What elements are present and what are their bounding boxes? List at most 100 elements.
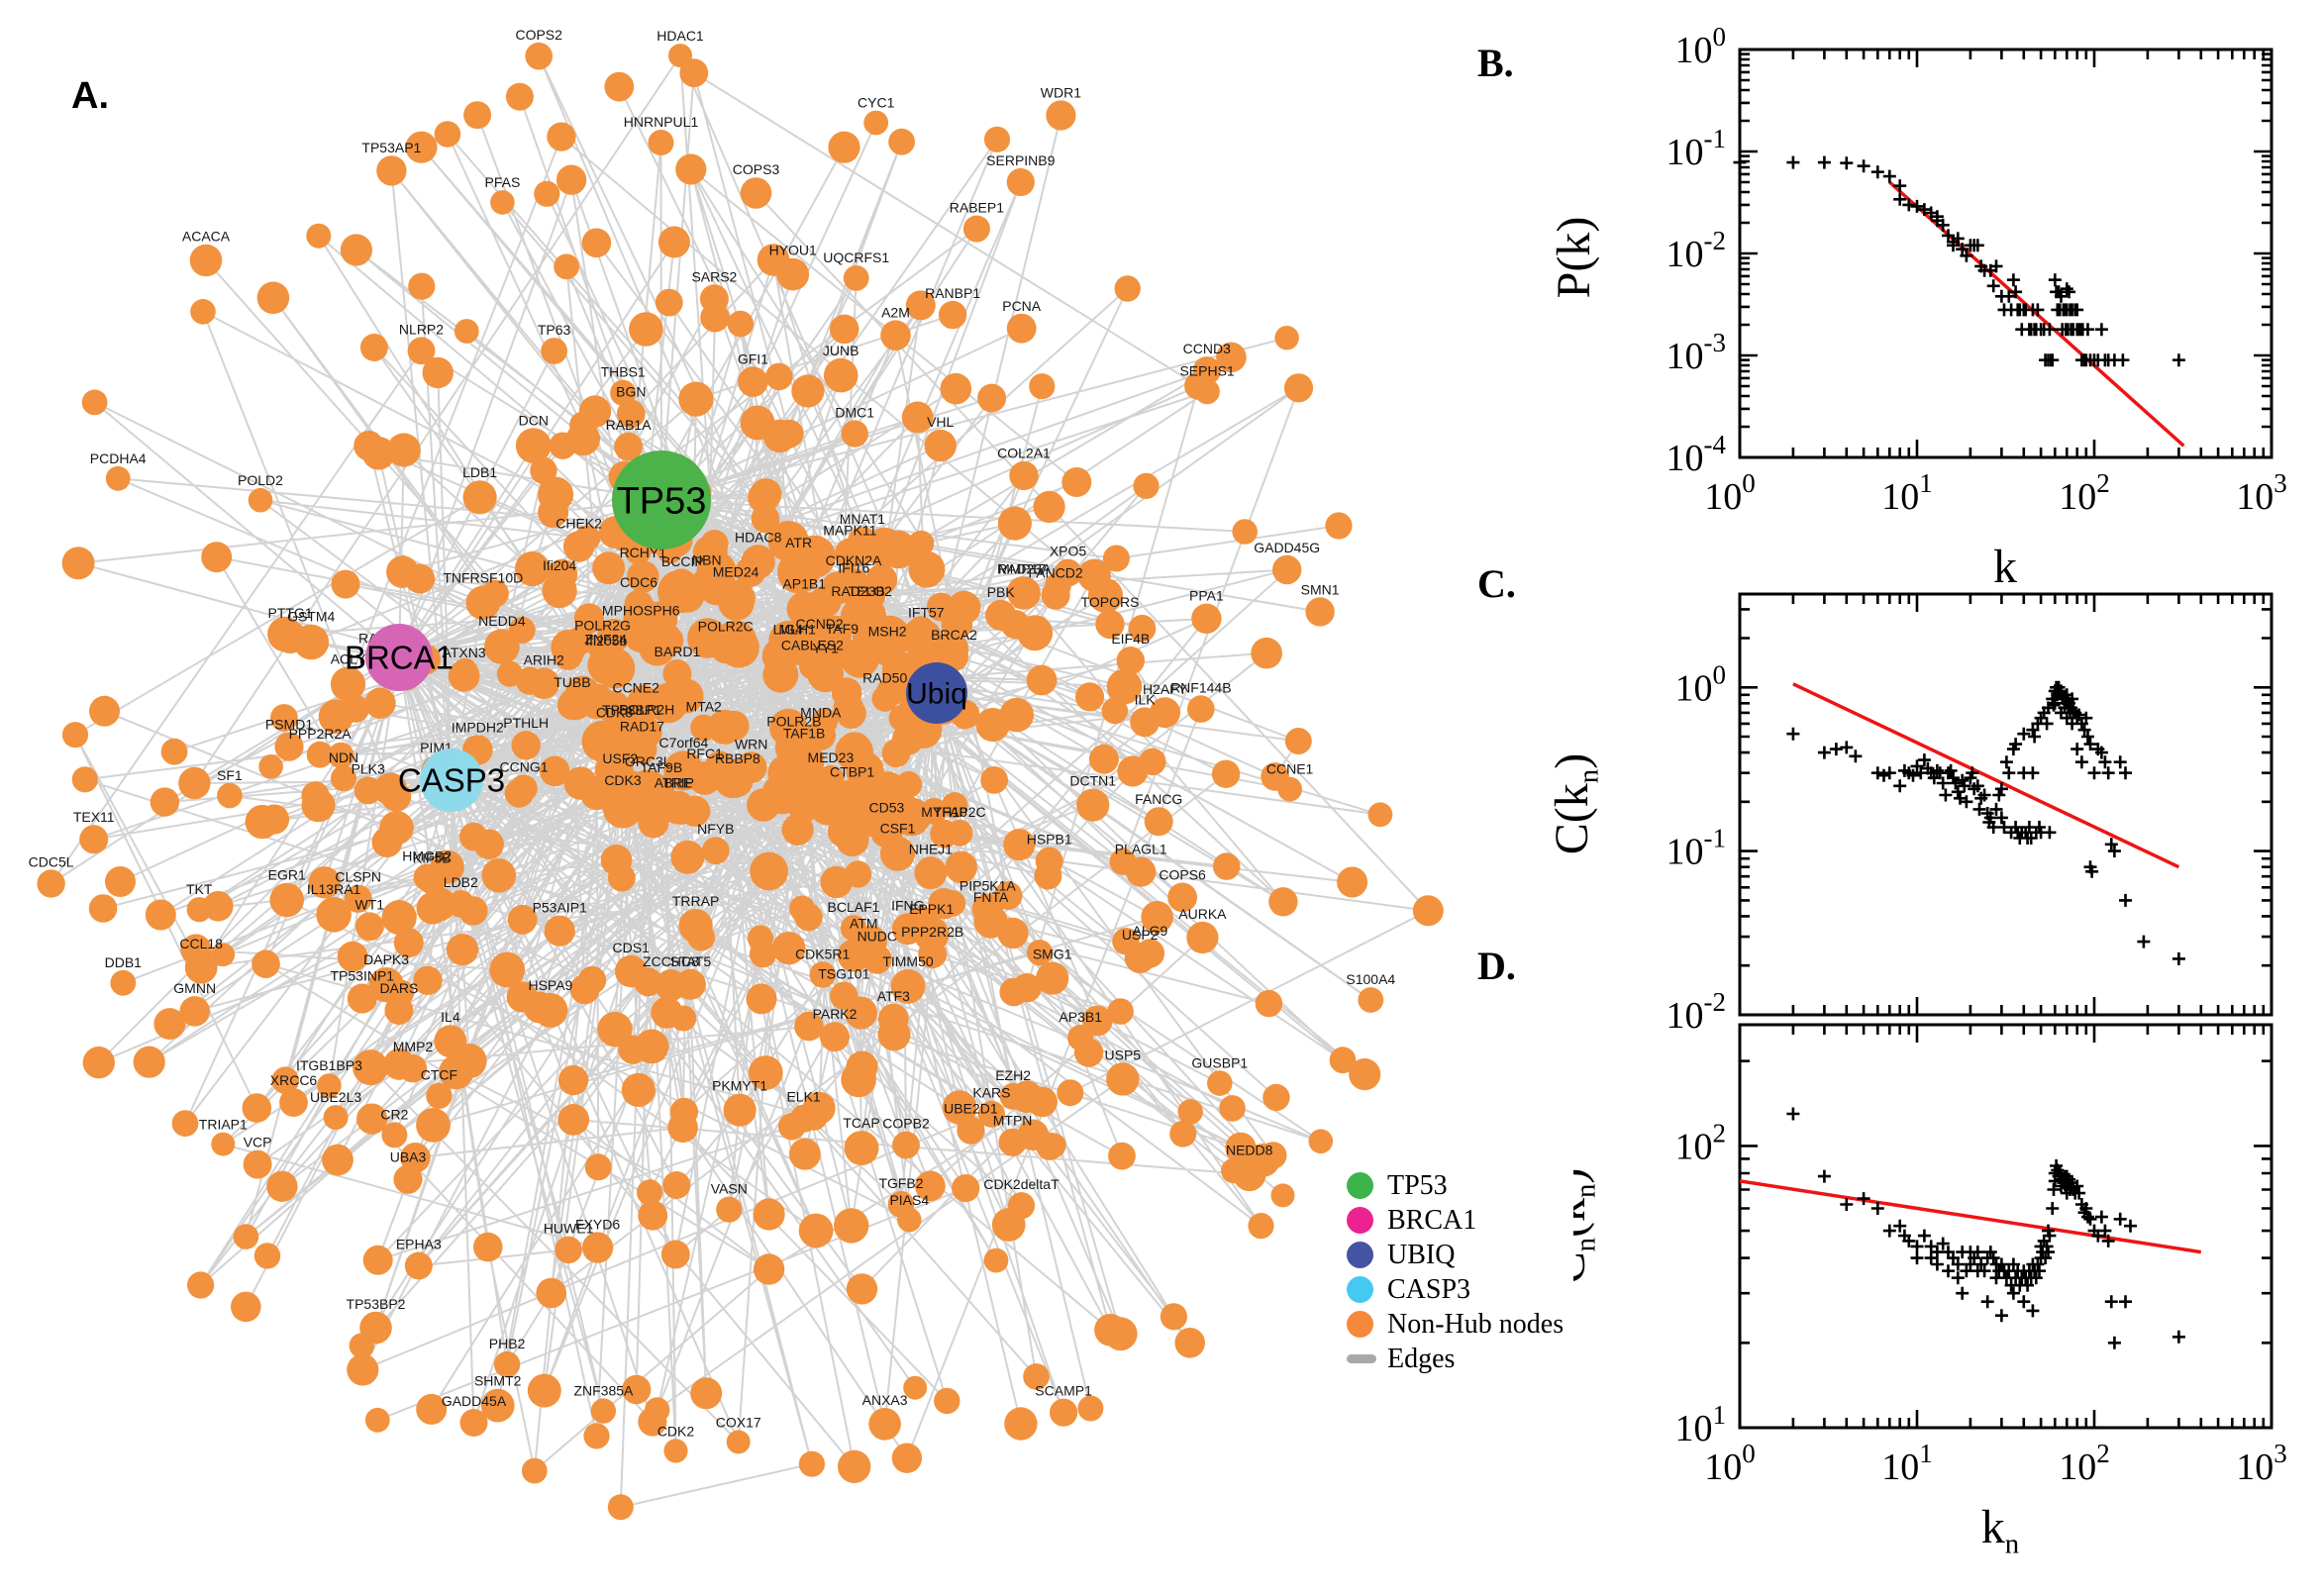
- gene-label: CLSPN: [335, 869, 381, 885]
- network-node: [573, 603, 605, 634]
- gene-label: RFC1: [686, 746, 723, 761]
- network-node: [1358, 987, 1384, 1013]
- gene-label: IFI16: [838, 559, 869, 575]
- network-node: [1150, 697, 1180, 729]
- network-node: [581, 1232, 614, 1263]
- network-node: [538, 497, 569, 529]
- network-node: [622, 1374, 652, 1405]
- gene-label: NDN: [329, 749, 358, 765]
- network-node: [627, 560, 659, 593]
- network-node: [1216, 342, 1247, 373]
- network-node: [489, 951, 526, 988]
- gene-label: ATM: [850, 916, 878, 932]
- network-node: [1128, 614, 1157, 643]
- network-node: [273, 620, 307, 654]
- gene-label: CCL18: [179, 936, 223, 951]
- network-node: [416, 892, 450, 925]
- gene-label: MLH1: [779, 621, 817, 637]
- network-node: [952, 1174, 980, 1203]
- axis-label-sub: n: [1572, 768, 1605, 784]
- network-node: [762, 656, 799, 693]
- network-node: [1144, 807, 1173, 837]
- network-node: [1061, 467, 1092, 497]
- gene-label: GADD45G: [1254, 540, 1320, 555]
- network-node: [269, 882, 305, 918]
- gene-label: BCLAF1: [828, 899, 880, 915]
- gene-label: COPS3: [733, 161, 780, 177]
- network-node: [496, 660, 523, 687]
- network-node: [946, 819, 973, 847]
- gene-label: MTA2: [686, 699, 723, 715]
- hub-label-brca1: BRCA1: [345, 640, 454, 676]
- gene-label: UBE2L3: [310, 1089, 361, 1105]
- gene-label: IL13RA1: [307, 881, 361, 897]
- network-node: [1169, 1120, 1197, 1147]
- gene-label: GFI1: [738, 350, 768, 366]
- network-node: [344, 884, 372, 913]
- network-node: [592, 551, 626, 585]
- gene-label: EGR1: [268, 867, 306, 883]
- network-node: [748, 1055, 783, 1090]
- gene-label: VCP: [244, 1135, 272, 1150]
- network-node: [330, 765, 357, 792]
- gene-label: TAF9: [826, 621, 858, 637]
- network-node: [133, 1046, 165, 1078]
- network-node: [88, 894, 118, 923]
- gene-label: CD53: [869, 799, 905, 815]
- network-node: [539, 755, 570, 787]
- gene-label: FANCG: [1135, 791, 1182, 807]
- network-node: [1232, 519, 1258, 545]
- gene-label: COPB2: [882, 1116, 930, 1132]
- network-node: [505, 82, 534, 111]
- fit-line: [1792, 682, 2180, 869]
- gene-label: CDK2: [657, 1423, 695, 1439]
- network-node: [507, 904, 538, 935]
- network-node: [328, 742, 354, 769]
- gene-label: IFT57: [908, 605, 945, 621]
- network-node: [557, 1064, 589, 1096]
- network-node: [434, 121, 461, 148]
- network-node: [802, 1091, 836, 1125]
- network-node: [655, 969, 687, 1002]
- tick-label: 100: [1675, 22, 1727, 71]
- network-node: [408, 272, 436, 300]
- network-node: [231, 1291, 261, 1323]
- network-node: [1255, 989, 1283, 1018]
- network-node: [407, 337, 436, 365]
- gene-label: CSF1: [880, 821, 916, 837]
- network-node: [934, 1387, 960, 1415]
- network-node: [547, 558, 578, 591]
- gene-label: BCCIP: [661, 553, 704, 569]
- gene-label: NUDC: [858, 929, 897, 945]
- gene-label: HUWE1: [544, 1221, 594, 1237]
- network-node: [891, 913, 924, 946]
- network-node: [510, 774, 538, 802]
- gene-label: XRCC6: [270, 1072, 318, 1088]
- gene-label: ALG9: [1132, 923, 1167, 939]
- network-node: [1186, 921, 1219, 954]
- ubiq-node-icon: [1347, 1242, 1373, 1268]
- network-node: [820, 1022, 850, 1052]
- network-node: [807, 655, 844, 693]
- gene-label: EZH2: [995, 1067, 1031, 1083]
- gene-label: HDAC8: [735, 529, 782, 545]
- gene-label: DARS: [379, 980, 418, 996]
- gene-label: AP3B1: [1059, 1009, 1102, 1025]
- network-node: [398, 1054, 428, 1083]
- network-node: [554, 641, 583, 670]
- gene-label: PCDHA4: [90, 450, 147, 466]
- gene-label: EPHA3: [396, 1237, 442, 1252]
- legend-label: UBIQ: [1387, 1239, 1456, 1270]
- scatter-points: [1786, 1107, 2185, 1349]
- network-node: [256, 281, 290, 315]
- network-node: [691, 567, 723, 599]
- network-node: [79, 825, 109, 854]
- network-node: [323, 1105, 349, 1131]
- network-node: [700, 530, 729, 558]
- gene-label: NLRP2: [399, 321, 444, 337]
- tick-label: 101: [1675, 1400, 1727, 1449]
- gene-label: GSTM4: [287, 609, 335, 625]
- network-node: [667, 568, 695, 596]
- network-node: [675, 153, 707, 185]
